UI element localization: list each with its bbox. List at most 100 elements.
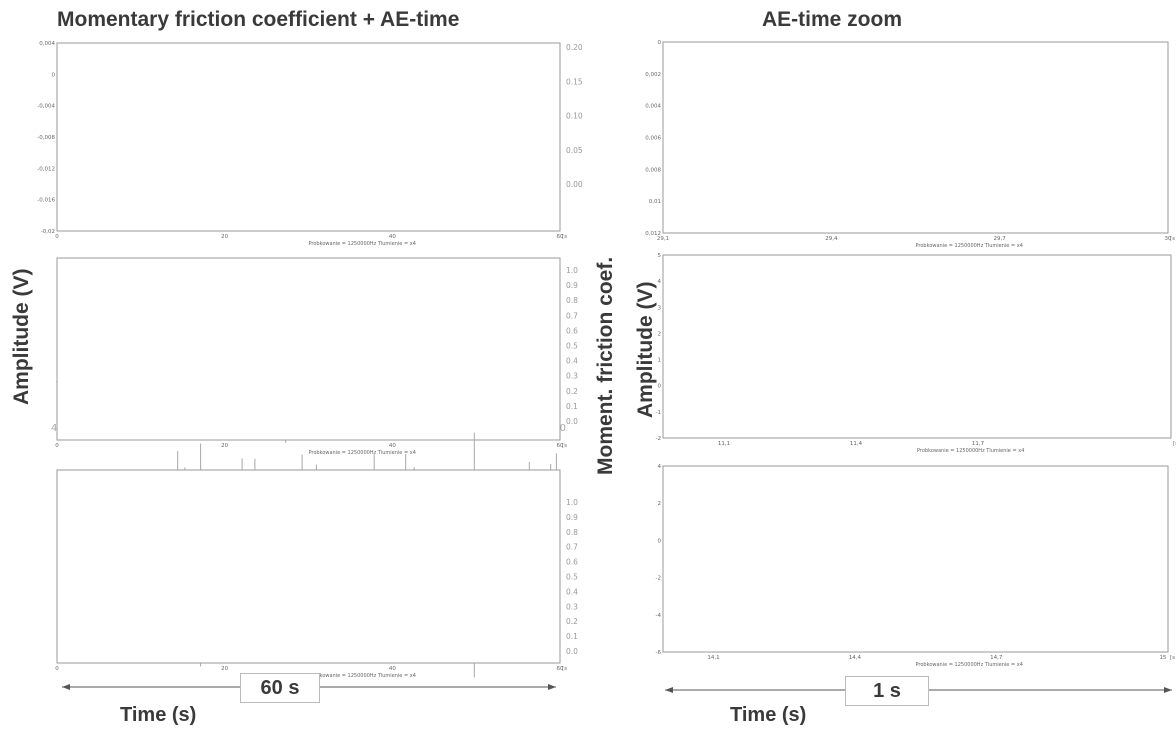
x-tick-label: 29,4 xyxy=(825,236,838,242)
friction-tick-label: 0.6 xyxy=(566,326,578,335)
y-tick-label: 0 xyxy=(52,72,56,78)
y-tick-label: 0,002 xyxy=(645,72,661,78)
right-arrowhead-start xyxy=(665,687,673,693)
y-tick-label: 2 xyxy=(658,331,662,337)
x-tick-label: 15 xyxy=(1159,655,1166,661)
right-span-label: 1 s xyxy=(845,676,929,706)
span-arrows xyxy=(62,684,1172,693)
friction-tick-label: 0.00 xyxy=(566,180,583,189)
plot-frame xyxy=(56,257,561,441)
right-arrowhead-end xyxy=(1164,687,1172,693)
sampling-footer: Probkowanie = 1250000Hz Tlumienie = x4 xyxy=(917,448,1024,454)
friction-tick-label: 0.5 xyxy=(566,342,578,351)
friction-tick-label: 0.20 xyxy=(566,43,583,52)
sampling-footer: Probkowanie = 1250000Hz Tlumienie = x4 xyxy=(309,673,416,679)
x-unit-label: [s xyxy=(1173,441,1176,447)
y-tick-label: 3 xyxy=(658,305,662,311)
friction-tick-label: 0.0 xyxy=(566,647,578,656)
x-tick-label: 14,7 xyxy=(990,655,1003,661)
x-tick-label: 29,1 xyxy=(657,236,669,242)
x-tick-label: 0 xyxy=(55,443,59,449)
y-tick-label: 0,004 xyxy=(645,104,661,110)
x-tick-label: 0 xyxy=(55,666,59,672)
x-unit-label: [s xyxy=(562,234,567,240)
x-tick-label: 40 xyxy=(389,234,396,240)
y-tick-label: 5 xyxy=(658,253,662,259)
friction-tick-label: 0.05 xyxy=(566,146,583,155)
y-tick-label: -0,012 xyxy=(37,166,55,172)
x-tick-label: 60 xyxy=(557,234,564,240)
x-tick-label: 60 xyxy=(557,666,564,672)
sampling-footer: Probkowanie = 1250000Hz Tlumienie = x4 xyxy=(309,450,416,456)
x-tick-label: 14,4 xyxy=(849,655,862,661)
friction-tick-label: 0.8 xyxy=(566,296,578,305)
x-unit-label: [s xyxy=(1170,655,1175,661)
friction-tick-label: 0.10 xyxy=(566,112,583,121)
y-tick-label: 0,008 xyxy=(645,167,661,173)
left-x-label: Time (s) xyxy=(120,704,197,726)
sampling-footer: Probkowanie = 1250000Hz Tlumienie = x4 xyxy=(916,662,1023,668)
y-tick-label: 0,006 xyxy=(645,136,661,142)
y-tick-label: 0,012 xyxy=(645,231,661,237)
y-tick-label: -1 xyxy=(656,410,661,416)
x-tick-label: 20 xyxy=(221,443,228,449)
sampling-footer: Probkowanie = 1250000Hz Tlumienie = x4 xyxy=(309,241,416,247)
friction-tick-label: 0.3 xyxy=(566,372,578,381)
left-arrowhead-start xyxy=(62,684,70,690)
y-tick-label: 0 xyxy=(658,40,662,46)
x-unit-label: [s xyxy=(562,443,567,449)
friction-tick-label: 0.4 xyxy=(566,357,578,366)
right-title: AE-time zoom xyxy=(762,8,903,31)
plot-frame xyxy=(662,254,1172,439)
friction-tick-label: 1.0 xyxy=(566,498,578,507)
x-tick-label: 20 xyxy=(221,666,228,672)
friction-tick-label: 0.5 xyxy=(566,573,578,582)
x-tick-label: 29,7 xyxy=(994,236,1007,242)
friction-tick-label: 0.9 xyxy=(566,281,578,290)
sampling-footer: Probkowanie = 1250000Hz Tlumienie = x4 xyxy=(916,243,1023,249)
y-tick-label: 0 xyxy=(658,538,662,544)
left-title: Momentary friction coefficient + AE-time xyxy=(57,8,460,31)
friction-tick-label: 0.7 xyxy=(566,311,578,320)
x-tick-label: 11,4 xyxy=(850,441,863,447)
friction-tick-label: 0.3 xyxy=(566,602,578,611)
y-tick-label: -2 xyxy=(656,576,661,582)
friction-tick-label: 0.8 xyxy=(566,528,578,537)
x-tick-label: 14,1 xyxy=(707,655,719,661)
plot-frame xyxy=(56,42,561,232)
friction-tick-label: 0.9 xyxy=(566,513,578,522)
x-tick-label: 40 xyxy=(389,666,396,672)
y-tick-label: -2 xyxy=(656,436,661,442)
y-tick-label: -4 xyxy=(656,613,662,619)
left-span-label: 60 s xyxy=(240,673,320,703)
y-tick-label: -0,016 xyxy=(37,198,55,204)
friction-tick-label: 0.7 xyxy=(566,543,578,552)
x-tick-label: 30 xyxy=(1165,236,1172,242)
y-tick-label: 0 xyxy=(658,384,662,390)
y-tick-label: 0,004 xyxy=(39,41,55,47)
plot-frame xyxy=(56,469,561,664)
friction-tick-label: 0.4 xyxy=(566,587,578,596)
y-tick-label: -0,004 xyxy=(37,104,55,110)
friction-tick-label: 0.1 xyxy=(566,632,578,641)
y-tick-label: 4 xyxy=(658,464,662,470)
friction-tick-label: 0.6 xyxy=(566,558,578,567)
x-tick-label: 11,7 xyxy=(972,441,985,447)
x-tick-label: 20 xyxy=(221,234,228,240)
x-tick-label: 0 xyxy=(55,234,59,240)
x-tick-label: 40 xyxy=(389,443,396,449)
friction-tick-label: 0.0 xyxy=(566,417,578,426)
x-tick-label: 60 xyxy=(557,443,564,449)
y-tick-label: 2 xyxy=(658,501,662,507)
friction-tick-label: 0.15 xyxy=(566,77,583,86)
y-tick-label: 4 xyxy=(658,279,662,285)
x-unit-label: [s xyxy=(1170,236,1175,242)
y-tick-label: -0,008 xyxy=(37,135,55,141)
friction-tick-label: 0.2 xyxy=(566,617,578,626)
x-tick-label: 11,1 xyxy=(718,441,730,447)
plot-frame xyxy=(662,41,1169,234)
y-tick-label: -0,02 xyxy=(41,229,55,235)
y-tick-label: 1 xyxy=(658,358,662,364)
y-tick-label: 0,01 xyxy=(649,199,661,205)
